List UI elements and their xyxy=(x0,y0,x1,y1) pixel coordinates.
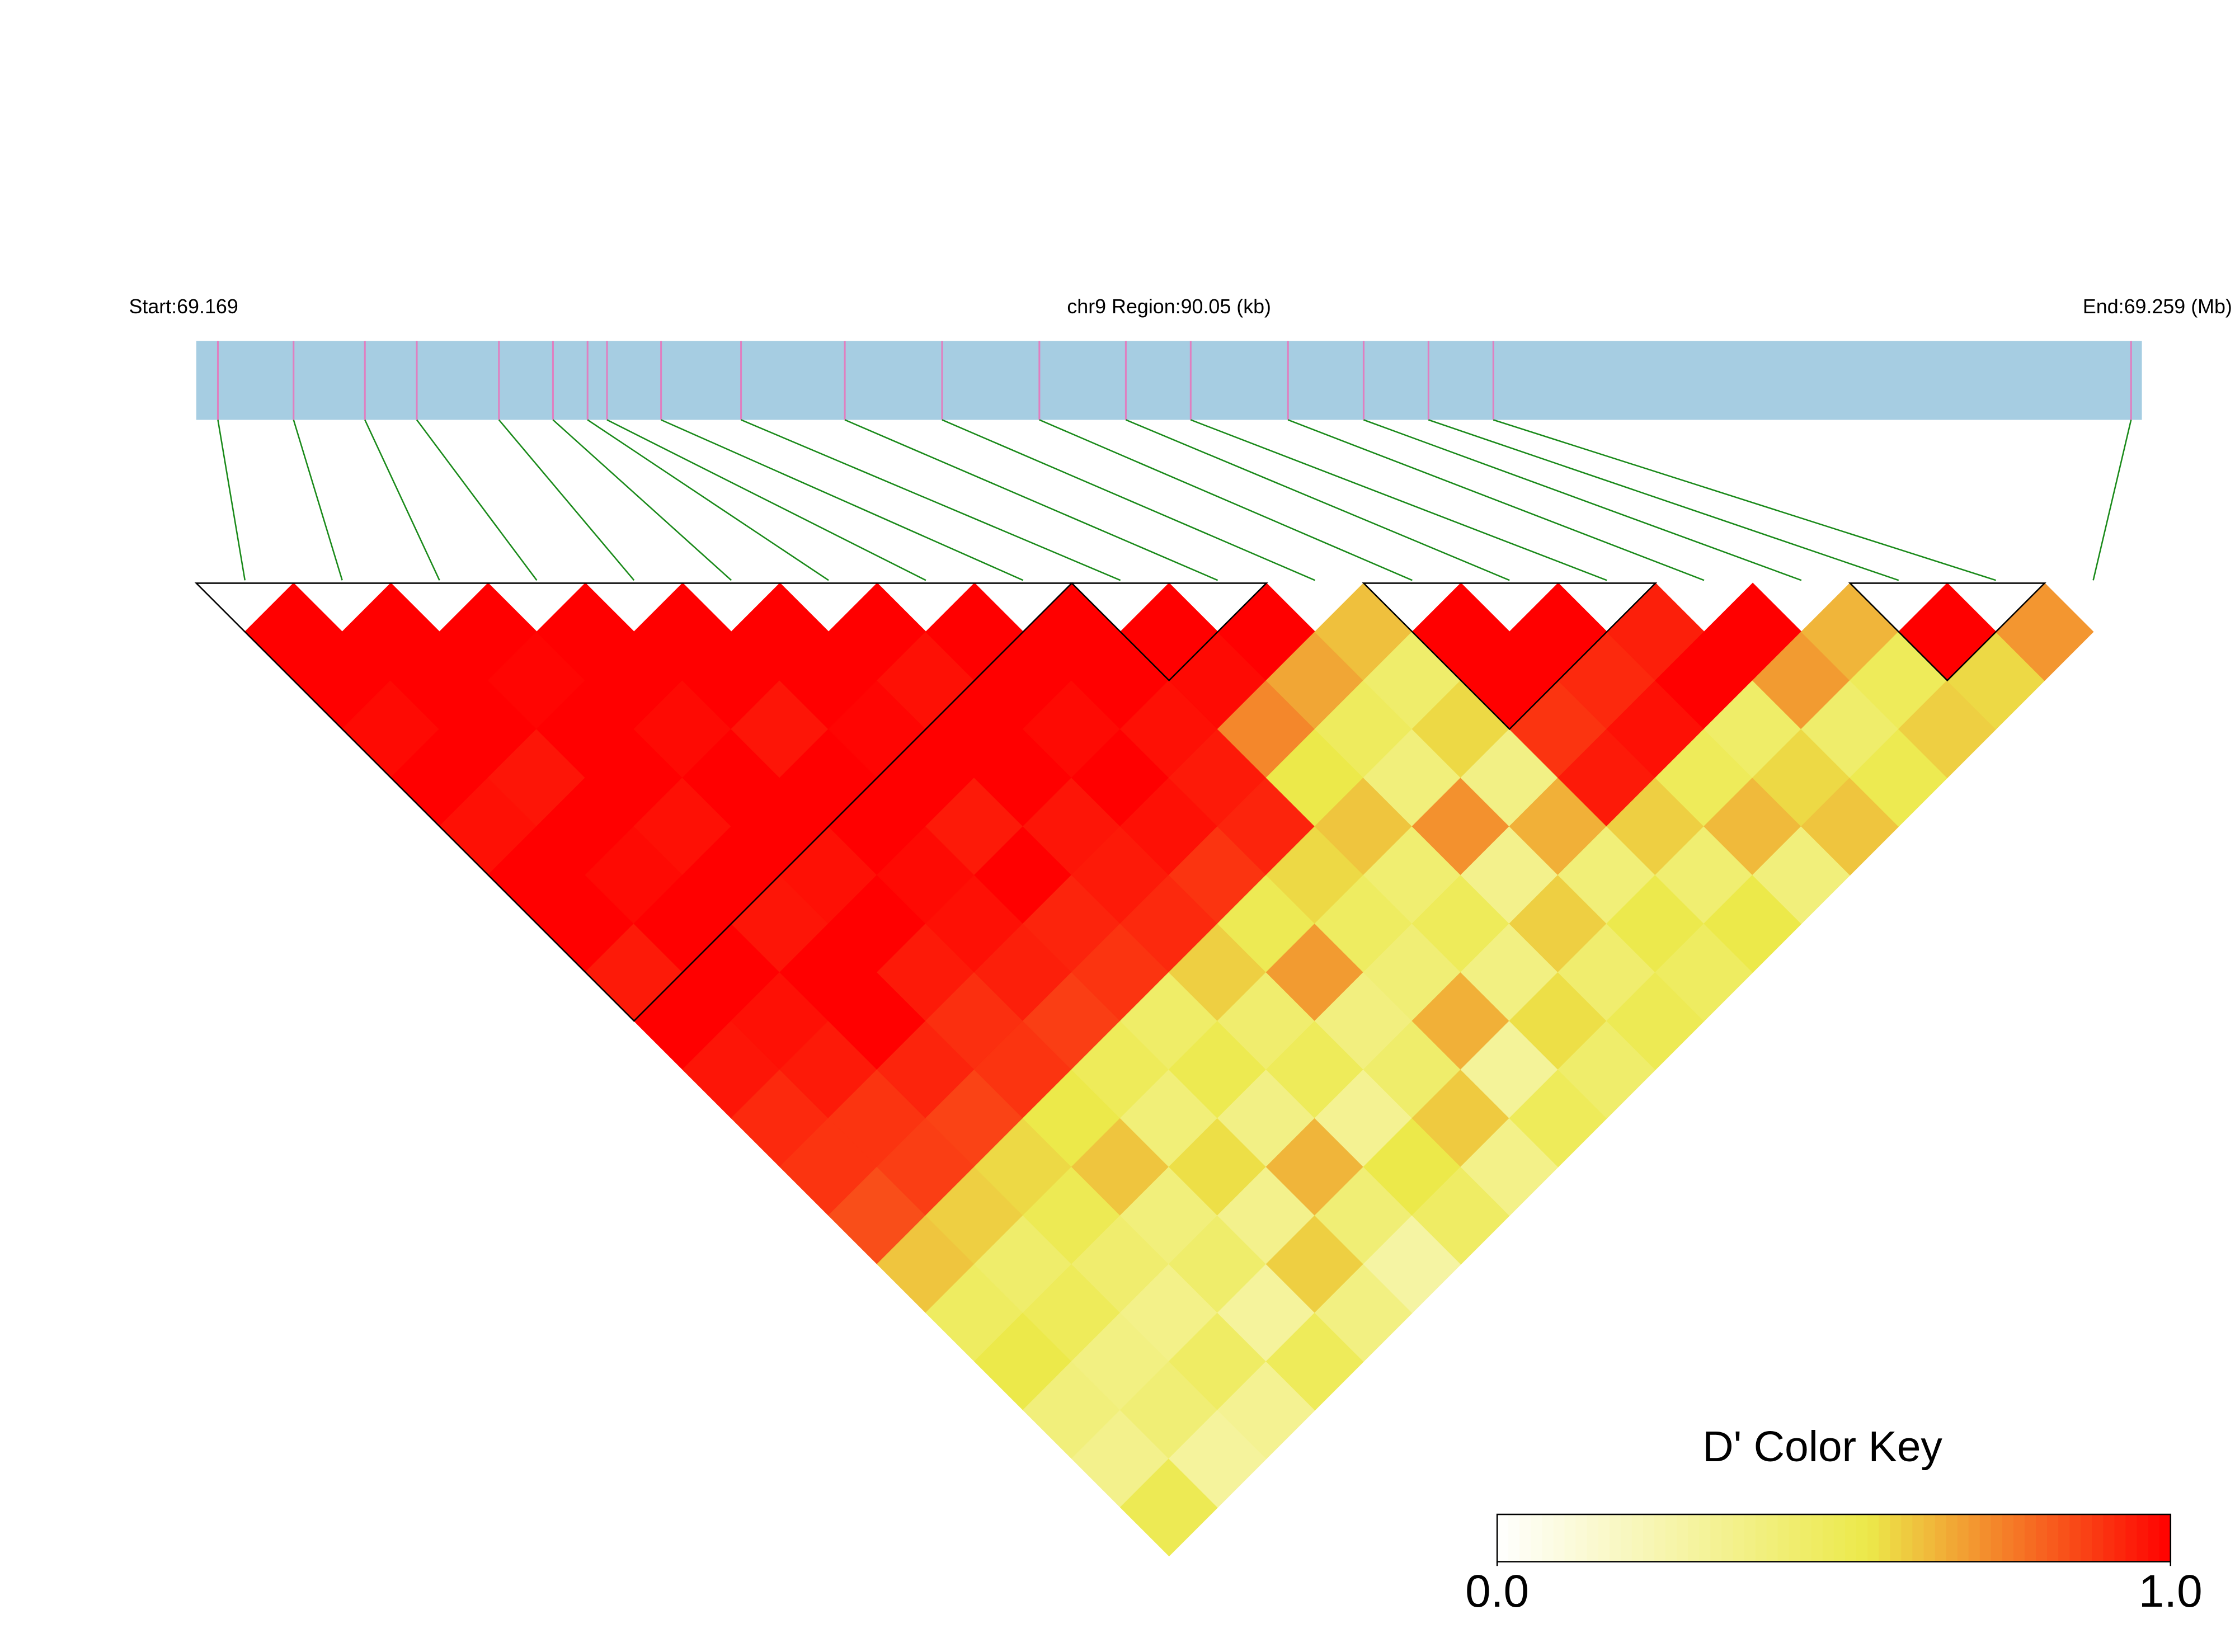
color-key-swatch xyxy=(1699,1514,1711,1562)
color-key-label: 1.0 xyxy=(2139,1566,2203,1617)
color-key-frame xyxy=(1496,1513,2172,1562)
snp-link xyxy=(2092,420,2132,581)
ld-block xyxy=(194,582,1074,1022)
color-key-swatch xyxy=(1631,1514,1644,1562)
color-key-swatch xyxy=(2148,1514,2160,1562)
snp-link xyxy=(844,419,1218,581)
color-key-swatch xyxy=(1968,1514,1981,1562)
color-key-swatch xyxy=(1620,1514,1633,1562)
start-label: Start:69.169 xyxy=(129,295,238,318)
color-key-swatch xyxy=(2058,1514,2071,1562)
color-key-swatch xyxy=(2081,1514,2093,1562)
color-key-swatch xyxy=(2002,1514,2015,1562)
color-key-swatch xyxy=(2024,1514,2037,1562)
snp-link xyxy=(364,419,440,581)
color-key-swatch xyxy=(1777,1514,1790,1562)
color-key-swatch xyxy=(2069,1514,2082,1562)
gene-track xyxy=(196,341,2142,420)
color-key-swatch xyxy=(1811,1514,1824,1562)
color-key-swatch xyxy=(1508,1514,1521,1562)
snp-link xyxy=(1363,419,1802,581)
color-key-swatch xyxy=(1789,1514,1801,1562)
color-key-swatch xyxy=(1609,1514,1622,1562)
color-key-swatch xyxy=(1766,1514,1778,1562)
color-key-swatch xyxy=(1935,1514,1947,1562)
color-key-swatch xyxy=(1710,1514,1723,1562)
color-key-swatch xyxy=(2114,1514,2126,1562)
color-key-swatch xyxy=(1744,1514,1756,1562)
color-key-swatch xyxy=(1553,1514,1565,1562)
snp-link xyxy=(293,420,343,581)
color-key-swatch xyxy=(1845,1514,1857,1562)
snp-link xyxy=(1287,419,1705,581)
snp-link xyxy=(416,419,538,581)
color-key-swatch xyxy=(1879,1514,1891,1562)
color-key-swatch xyxy=(2137,1514,2149,1562)
color-key-swatch xyxy=(1822,1514,1835,1562)
color-key-swatch xyxy=(1979,1514,1992,1562)
color-key-swatch xyxy=(1733,1514,1745,1562)
region-label: chr9 Region:90.05 (kb) xyxy=(1067,295,1271,318)
color-key-swatch xyxy=(2036,1514,2048,1562)
color-key-swatch xyxy=(1643,1514,1655,1562)
snp-link xyxy=(1428,419,1899,581)
color-key-swatch xyxy=(2159,1514,2172,1562)
color-key-swatch xyxy=(1531,1514,1543,1562)
color-key-swatch xyxy=(1665,1514,1678,1562)
color-key-swatch xyxy=(2047,1514,2059,1562)
snp-link xyxy=(498,419,635,581)
snp-link xyxy=(1039,419,1413,581)
snp-link xyxy=(1493,419,1997,581)
color-key-swatch xyxy=(1587,1514,1599,1562)
snp-link xyxy=(942,419,1316,581)
color-key-swatch xyxy=(1677,1514,1689,1562)
ld-block xyxy=(1362,582,1658,731)
snp-link xyxy=(587,419,829,581)
snp-link xyxy=(217,420,246,581)
end-label: End:69.259 (Mb) xyxy=(2083,295,2232,318)
snp-link xyxy=(606,419,926,581)
snp-link xyxy=(741,419,1121,581)
color-key-swatch xyxy=(1856,1514,1869,1562)
color-key-swatch xyxy=(1688,1514,1700,1562)
color-key-swatch xyxy=(2103,1514,2115,1562)
color-key-swatch xyxy=(1542,1514,1554,1562)
color-key-swatch xyxy=(1912,1514,1925,1562)
color-key-swatch xyxy=(1519,1514,1532,1562)
color-key-label: 0.0 xyxy=(1465,1566,1529,1617)
legend-title: D' Color Key xyxy=(1702,1423,1942,1471)
color-key-swatch xyxy=(1991,1514,2003,1562)
color-key-swatch xyxy=(1957,1514,1969,1562)
color-key-swatch xyxy=(2125,1514,2138,1562)
color-key-swatch xyxy=(2013,1514,2026,1562)
color-key-swatch xyxy=(1800,1514,1813,1562)
color-key-swatch xyxy=(1564,1514,1577,1562)
color-key-swatch xyxy=(1867,1514,1880,1562)
color-key-swatch xyxy=(1598,1514,1611,1562)
snp-link xyxy=(1125,419,1510,581)
color-key-swatch xyxy=(1890,1514,1902,1562)
color-key-swatch xyxy=(1721,1514,1734,1562)
color-key-swatch xyxy=(1946,1514,1958,1562)
snp-link xyxy=(1190,419,1607,581)
snp-link xyxy=(552,419,732,581)
color-key-swatch xyxy=(1497,1514,1509,1562)
color-key-swatch xyxy=(1654,1514,1667,1562)
snp-link xyxy=(661,419,1024,581)
color-key-swatch xyxy=(1755,1514,1767,1562)
color-key-swatch xyxy=(1901,1514,1913,1562)
color-key-swatch xyxy=(1575,1514,1588,1562)
ld-block xyxy=(1070,582,1268,682)
color-key-swatch xyxy=(1923,1514,1936,1562)
color-key-swatch xyxy=(2092,1514,2104,1562)
color-key-swatch xyxy=(1833,1514,1846,1562)
ld-block xyxy=(1848,582,2046,682)
